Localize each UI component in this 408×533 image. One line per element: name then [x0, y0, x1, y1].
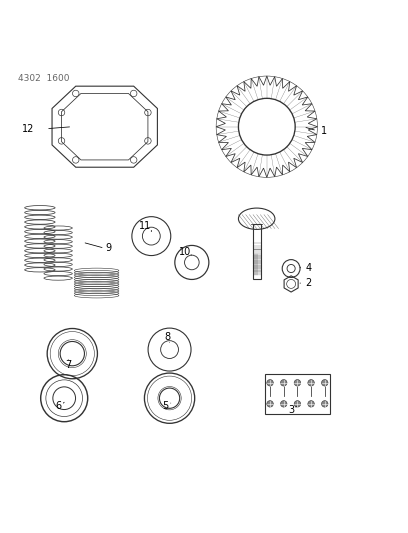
Text: 8: 8: [164, 333, 171, 342]
Text: 12: 12: [22, 124, 34, 134]
Text: 9: 9: [106, 243, 112, 253]
Text: 4302  1600: 4302 1600: [18, 74, 69, 83]
Circle shape: [308, 401, 314, 407]
Text: 6: 6: [55, 401, 61, 411]
Circle shape: [280, 401, 287, 407]
Bar: [253, 224, 261, 279]
Text: 3: 3: [288, 406, 294, 415]
Text: 7: 7: [65, 360, 71, 369]
Bar: [265, 374, 330, 414]
Text: 4: 4: [306, 263, 312, 273]
Text: 1: 1: [320, 126, 326, 136]
Circle shape: [267, 379, 273, 386]
Text: 5: 5: [162, 401, 169, 411]
Circle shape: [322, 401, 328, 407]
Circle shape: [267, 401, 273, 407]
Text: 2: 2: [306, 278, 312, 288]
Circle shape: [294, 401, 301, 407]
Circle shape: [322, 379, 328, 386]
Circle shape: [280, 379, 287, 386]
Text: 11: 11: [139, 221, 151, 231]
Circle shape: [308, 379, 314, 386]
Circle shape: [294, 379, 301, 386]
Text: 10: 10: [179, 247, 191, 257]
